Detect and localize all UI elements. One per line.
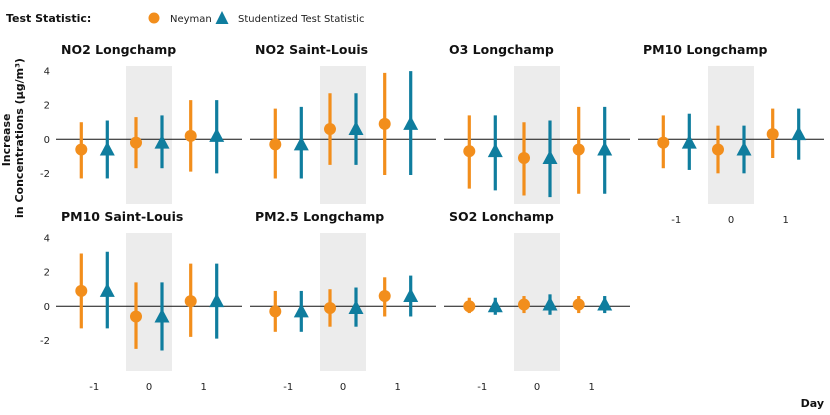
y-axis-label: Increase in Concentrations (µg/m³) xyxy=(0,58,26,218)
x-tick-label: -1 xyxy=(671,215,681,226)
panel-pm10-longchamp: PM10 Longchamp -1 0 1 xyxy=(638,42,824,226)
point-neyman-day-1 xyxy=(184,295,197,308)
legend-studentized-label: Studentized Test Statistic xyxy=(238,14,364,25)
panel-no2-longchamp: NO2 Longchamp -2 0 2 4 xyxy=(40,42,242,204)
panel-so2-lonchamp: SO2 Lonchamp -1 0 1 xyxy=(444,209,630,393)
point-neyman-day--1 xyxy=(269,138,282,151)
x-axis-label: Day xyxy=(801,397,824,410)
panel-title-no2-saint-louis: NO2 Saint-Louis xyxy=(255,42,368,57)
panel-title-pm2-5-longchamp: PM2.5 Longchamp xyxy=(255,209,384,224)
point-studentized-day--1 xyxy=(487,143,503,158)
panel-title-no2-longchamp: NO2 Longchamp xyxy=(61,42,176,57)
point-studentized-day-0 xyxy=(348,299,364,314)
y-axis-label-line-1: Increase xyxy=(0,114,13,167)
panel-pm2-5-longchamp: PM2.5 Longchamp -1 0 1 xyxy=(250,209,436,393)
y-tick-label: 0 xyxy=(44,302,50,313)
panel-title-pm10-saint-louis: PM10 Saint-Louis xyxy=(61,209,183,224)
x-tick-label: 0 xyxy=(146,382,152,393)
point-neyman-day-1 xyxy=(766,128,779,141)
point-neyman-day--1 xyxy=(463,300,476,313)
point-neyman-day-1 xyxy=(378,117,391,130)
x-tick-label: 0 xyxy=(534,382,540,393)
point-neyman-day-1 xyxy=(184,129,197,142)
point-studentized-day--1 xyxy=(681,134,697,149)
shaded-day-0-region xyxy=(126,233,172,371)
y-tick-label: -2 xyxy=(40,169,50,180)
point-studentized-day-1 xyxy=(403,115,419,130)
x-tick-label: 0 xyxy=(340,382,346,393)
point-studentized-day-1 xyxy=(209,127,225,142)
point-studentized-day-1 xyxy=(209,293,225,308)
point-studentized-day--1 xyxy=(293,136,309,151)
point-studentized-day-0 xyxy=(736,141,752,156)
legend-neyman-label: Neyman xyxy=(170,14,212,25)
point-neyman-day-0 xyxy=(518,298,530,311)
point-neyman-day--1 xyxy=(269,305,282,318)
point-studentized-day-1 xyxy=(403,288,419,303)
y-tick-label: -2 xyxy=(40,336,50,347)
y-axis-label-line-2: in Concentrations (µg/m³) xyxy=(13,58,26,218)
legend-neyman-marker xyxy=(148,12,160,24)
point-neyman-day-0 xyxy=(518,152,530,164)
y-tick-label: 4 xyxy=(44,67,50,78)
shaded-day-0-region xyxy=(126,66,172,204)
shaded-day-0-region xyxy=(708,66,754,204)
point-studentized-day-0 xyxy=(154,308,170,323)
legend: Test Statistic: Neyman Studentized Test … xyxy=(6,11,364,25)
y-tick-label: 2 xyxy=(44,268,50,279)
x-tick-label: -1 xyxy=(89,382,99,393)
x-tick-label: 1 xyxy=(201,382,207,393)
point-neyman-day--1 xyxy=(463,145,476,158)
panel-no2-saint-louis: NO2 Saint-Louis xyxy=(250,42,436,204)
point-neyman-day-0 xyxy=(712,143,724,156)
point-studentized-day--1 xyxy=(487,298,503,313)
point-neyman-day--1 xyxy=(75,284,88,297)
shaded-day-0-region xyxy=(320,233,366,371)
legend-studentized-marker xyxy=(215,11,229,24)
point-studentized-day-0 xyxy=(154,134,170,149)
legend-title: Test Statistic: xyxy=(6,12,91,25)
point-studentized-day--1 xyxy=(99,141,115,156)
point-neyman-day-0 xyxy=(130,310,142,323)
point-neyman-day-1 xyxy=(572,298,585,311)
point-neyman-day-1 xyxy=(378,290,391,303)
x-tick-label: 1 xyxy=(783,215,789,226)
point-studentized-day-0 xyxy=(542,150,558,164)
point-studentized-day--1 xyxy=(99,282,115,297)
point-studentized-day-1 xyxy=(597,296,613,311)
x-tick-label: -1 xyxy=(283,382,293,393)
panel-title-pm10-longchamp: PM10 Longchamp xyxy=(643,42,768,57)
point-studentized-day--1 xyxy=(293,303,309,318)
x-tick-label: 1 xyxy=(395,382,401,393)
shaded-day-0-region xyxy=(514,66,560,204)
point-neyman-day--1 xyxy=(657,136,670,149)
y-tick-label: 2 xyxy=(44,101,50,112)
x-tick-label: 0 xyxy=(728,215,734,226)
point-neyman-day-1 xyxy=(572,143,585,156)
point-studentized-day-1 xyxy=(597,141,613,156)
y-tick-label: 4 xyxy=(44,234,50,245)
point-studentized-day-0 xyxy=(348,121,364,136)
panel-pm10-saint-louis: PM10 Saint-Louis -2 0 2 4 -1 0 1 xyxy=(40,209,242,393)
point-studentized-day-1 xyxy=(791,126,807,141)
point-neyman-day-0 xyxy=(324,123,336,136)
point-neyman-day-0 xyxy=(324,301,336,314)
x-tick-label: 1 xyxy=(589,382,595,393)
panel-title-so2-lonchamp: SO2 Lonchamp xyxy=(449,209,554,224)
panel-title-o3-longchamp: O3 Longchamp xyxy=(449,42,554,57)
panel-o3-longchamp: O3 Longchamp xyxy=(444,42,630,204)
point-studentized-day-0 xyxy=(542,296,558,311)
x-tick-label: -1 xyxy=(477,382,487,393)
facet-panels: NO2 Longchamp -2 0 2 4 NO2 Saint-Louis O3 Long… xyxy=(40,42,824,393)
point-neyman-day-0 xyxy=(130,136,142,149)
point-neyman-day--1 xyxy=(75,143,88,156)
y-tick-label: 0 xyxy=(44,135,50,146)
